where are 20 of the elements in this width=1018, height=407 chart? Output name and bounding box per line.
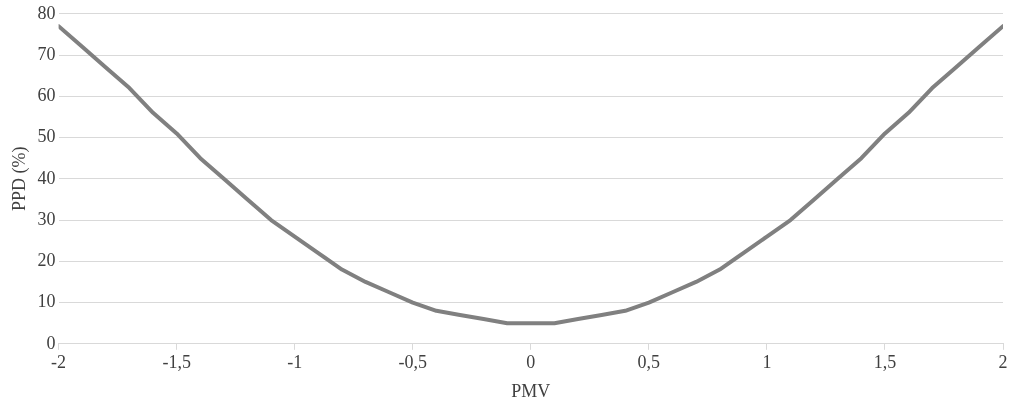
x-tick-label: 0 <box>526 352 536 373</box>
y-tick-label: 60 <box>37 85 56 106</box>
y-tick-label: 0 <box>46 332 56 353</box>
x-tick-label: -0,5 <box>398 352 427 373</box>
y-tick-label: 70 <box>37 43 56 64</box>
x-tick-label: 1 <box>762 352 772 373</box>
y-tick-label: 30 <box>37 208 56 229</box>
x-tick-label: 2 <box>998 352 1008 373</box>
x-axis-title: PMV <box>511 380 551 401</box>
y-tick-label: 80 <box>37 2 56 23</box>
y-tick-label: 50 <box>37 126 56 147</box>
x-tick-label: -1,5 <box>162 352 191 373</box>
y-tick-label: 40 <box>37 167 56 188</box>
y-tick-label: 10 <box>37 291 56 312</box>
x-tick-label: -1 <box>287 352 303 373</box>
y-tick-label: 20 <box>37 250 56 271</box>
x-tick-label: 0,5 <box>637 352 661 373</box>
y-axis-title: PPD (%) <box>8 146 30 212</box>
x-tick-label: 1,5 <box>873 352 897 373</box>
x-tick-label: -2 <box>51 352 67 373</box>
